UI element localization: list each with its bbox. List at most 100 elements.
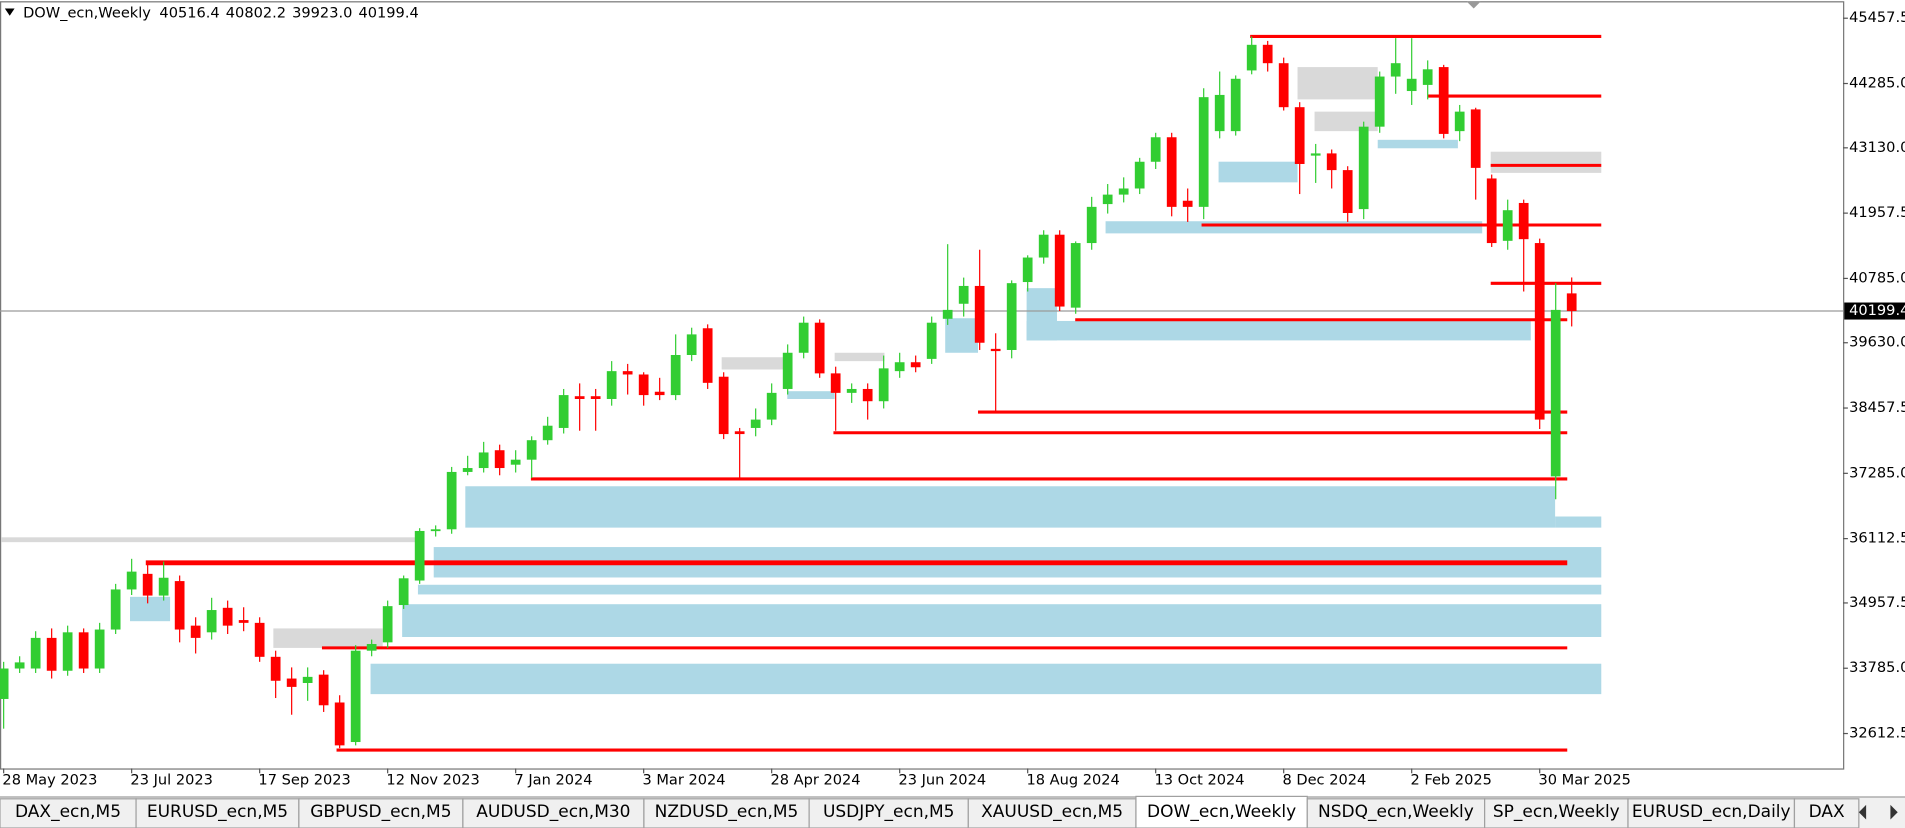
tab[interactable] (1306, 798, 1486, 828)
candle-body (158, 577, 169, 596)
tab-label[interactable]: GBPUSD_ecn,M5 (310, 802, 451, 822)
candle-body (1038, 234, 1049, 258)
candle-body (126, 571, 137, 590)
tab[interactable] (1135, 795, 1308, 828)
candle-body (94, 629, 105, 669)
y-tick-label: 36112.5 (1849, 530, 1905, 547)
tab[interactable] (298, 798, 464, 828)
menu-arrow[interactable] (4, 8, 15, 16)
high-price: 40802.2 (226, 4, 286, 21)
candle-body (974, 285, 985, 343)
tab[interactable] (1484, 798, 1629, 828)
tab[interactable] (1627, 798, 1796, 828)
zone (1490, 151, 1602, 173)
candle-body (238, 620, 249, 623)
y-tick-label: 40785.0 (1849, 269, 1905, 286)
candle-body (350, 650, 361, 743)
zone (129, 596, 171, 622)
x-tick-label: 17 Sep 2023 (258, 772, 350, 789)
candle-body (766, 392, 777, 420)
chart-frame (0, 1, 1845, 770)
candle-body (1054, 234, 1065, 307)
tab-label[interactable]: XAUUSD_ecn,M5 (981, 802, 1123, 822)
tab-label[interactable]: EURUSD_ecn,Daily (1632, 802, 1791, 822)
candle-body (430, 529, 441, 532)
x-tick-label: 23 Jul 2023 (130, 772, 212, 789)
x-tick-label: 28 May 2023 (2, 772, 97, 789)
candle-body (574, 396, 585, 399)
candle-body (1006, 283, 1017, 350)
candle-body (1182, 200, 1193, 207)
tab[interactable] (0, 798, 137, 828)
candle-body (1134, 161, 1145, 189)
zone (1377, 139, 1458, 149)
candle-body (1198, 97, 1209, 207)
candle-body (78, 632, 89, 669)
candle-body (1246, 44, 1257, 71)
candle-body (1102, 194, 1113, 205)
current-price-box (1844, 302, 1905, 320)
tab-label[interactable]: NZDUSD_ecn,M5 (655, 802, 799, 822)
zone (1026, 288, 1057, 341)
candle-body (494, 450, 505, 469)
tab-label[interactable]: SP_ecn,Weekly (1493, 802, 1620, 822)
candle-body (254, 622, 265, 657)
candle-body (366, 644, 377, 651)
candle-body (0, 668, 9, 699)
candle-body (846, 388, 857, 393)
candle-body (1262, 44, 1273, 64)
candle-body (1214, 94, 1225, 132)
y-tick-label: 33785.0 (1849, 659, 1905, 676)
candle-body (670, 354, 681, 396)
candle-body (1406, 78, 1417, 92)
candle-body (62, 632, 73, 671)
zone (1, 537, 420, 543)
x-tick-label: 2 Feb 2025 (1410, 772, 1491, 789)
y-tick-label: 38457.5 (1849, 399, 1905, 416)
close-price: 40199.4 (358, 4, 418, 21)
tab[interactable] (808, 798, 969, 828)
candle-body (910, 362, 921, 368)
candle-body (1070, 243, 1081, 308)
zone (1218, 161, 1298, 183)
candle-body (1022, 257, 1033, 283)
tab-label[interactable]: EURUSD_ecn,M5 (147, 802, 288, 822)
zone (417, 584, 1602, 595)
candle-body (798, 322, 809, 353)
candle-body (190, 625, 201, 638)
zone (945, 318, 979, 353)
symbol: DOW_ecn,Weekly (23, 4, 151, 21)
tab[interactable] (643, 798, 810, 828)
tab-bar: DAX_ecn,M5 EURUSD_ecn,M5 GBPUSD_ecn,M5 AUDU… (0, 795, 1905, 828)
tab-label[interactable]: DAX (1809, 802, 1845, 822)
x-tick-label: 30 Mar 2025 (1538, 772, 1630, 789)
candle-body (542, 425, 553, 441)
candle-body (1534, 243, 1545, 420)
candle-body (990, 348, 1001, 352)
zone (1105, 221, 1483, 234)
candle-body (1470, 109, 1481, 168)
candle-body (302, 676, 313, 683)
y-tick-label: 39630.0 (1849, 334, 1905, 351)
tab-label[interactable]: DAX_ecn,M5 (15, 802, 121, 822)
x-tick-label: 13 Oct 2024 (1154, 772, 1244, 789)
candle-body (446, 471, 457, 530)
candle-body (1150, 137, 1161, 162)
y-tick-label: 37285.0 (1849, 464, 1905, 481)
x-tick-label: 8 Dec 2024 (1282, 772, 1366, 789)
candle-body (270, 656, 281, 681)
candle-body (14, 662, 25, 669)
zone (370, 663, 1602, 695)
tab[interactable] (967, 798, 1137, 828)
scroll-right[interactable] (1890, 804, 1898, 820)
tab-label[interactable]: DOW_ecn,Weekly (1147, 802, 1296, 822)
tab[interactable] (1793, 798, 1860, 828)
scroll-left[interactable] (1858, 804, 1867, 820)
candle-body (622, 371, 633, 375)
candle-body (638, 374, 649, 396)
tab-label[interactable]: NSDQ_ecn,Weekly (1318, 802, 1474, 822)
candle-body (478, 452, 489, 469)
tab-label[interactable]: AUDUSD_ecn,M30 (476, 802, 630, 822)
tab-label[interactable]: USDJPY_ecn,M5 (823, 802, 955, 822)
candle-body (1486, 178, 1497, 244)
